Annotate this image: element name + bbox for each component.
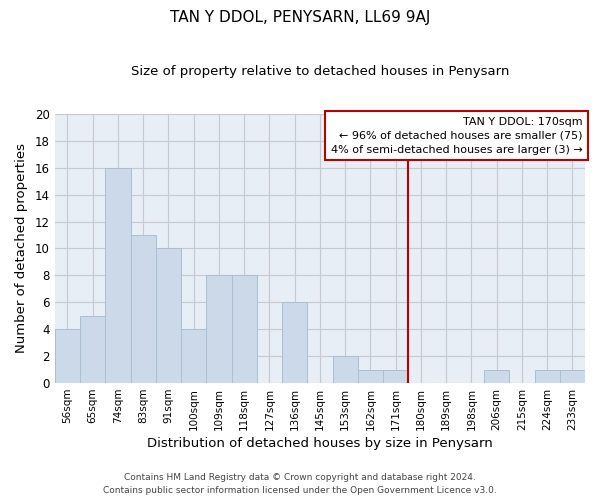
Bar bbox=[131, 235, 156, 383]
Title: Size of property relative to detached houses in Penysarn: Size of property relative to detached ho… bbox=[131, 65, 509, 78]
Bar bbox=[358, 370, 383, 383]
Y-axis label: Number of detached properties: Number of detached properties bbox=[15, 144, 28, 354]
Bar bbox=[80, 316, 106, 383]
Bar bbox=[156, 248, 181, 383]
Bar bbox=[55, 329, 80, 383]
Bar bbox=[535, 370, 560, 383]
Bar bbox=[484, 370, 509, 383]
X-axis label: Distribution of detached houses by size in Penysarn: Distribution of detached houses by size … bbox=[147, 437, 493, 450]
Bar bbox=[332, 356, 358, 383]
Text: TAN Y DDOL: 170sqm
← 96% of detached houses are smaller (75)
4% of semi-detached: TAN Y DDOL: 170sqm ← 96% of detached hou… bbox=[331, 116, 583, 154]
Bar bbox=[206, 276, 232, 383]
Bar bbox=[560, 370, 585, 383]
Bar bbox=[106, 168, 131, 383]
Bar bbox=[181, 329, 206, 383]
Bar bbox=[232, 276, 257, 383]
Bar bbox=[383, 370, 408, 383]
Bar bbox=[282, 302, 307, 383]
Text: Contains HM Land Registry data © Crown copyright and database right 2024.
Contai: Contains HM Land Registry data © Crown c… bbox=[103, 474, 497, 495]
Text: TAN Y DDOL, PENYSARN, LL69 9AJ: TAN Y DDOL, PENYSARN, LL69 9AJ bbox=[170, 10, 430, 25]
